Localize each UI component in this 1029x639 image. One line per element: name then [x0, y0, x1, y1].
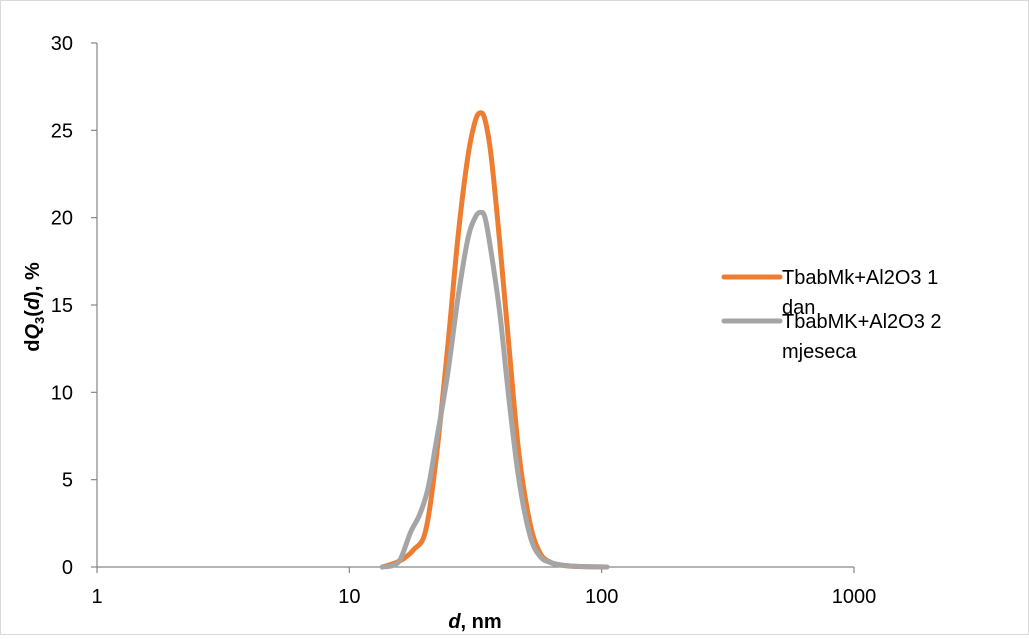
legend-label-1: TbabMk+Al2O3 1 dan [782, 267, 938, 319]
y-tick-labels: 0 5 10 15 20 25 30 [51, 33, 73, 579]
y-axis-label: dQ3(d), % [22, 262, 47, 352]
series-lines [379, 110, 610, 570]
y-tick-label: 25 [51, 120, 73, 142]
series-line-1 [379, 110, 610, 570]
x-tick-labels: 1 10 100 1000 [91, 586, 876, 608]
y-axis-label-close: ), % [22, 262, 44, 298]
y-tick-label: 10 [51, 382, 73, 404]
x-axis-label-var: d [448, 611, 461, 633]
y-axis-label-sub: 3 [32, 317, 47, 324]
series-line-2 [379, 209, 610, 570]
x-axis-label: d, nm [448, 611, 501, 633]
x-tick-label: 1000 [832, 586, 877, 608]
y-tick-label: 15 [51, 295, 73, 317]
y-axis-label-var: Q [22, 324, 44, 340]
x-axis-label-unit: , nm [461, 611, 502, 633]
x-tick-label: 1 [91, 586, 102, 608]
y-tick-label: 0 [62, 557, 73, 579]
y-tick-label: 20 [51, 208, 73, 230]
y-tick-label: 30 [51, 33, 73, 55]
legend-label-2: TbabMK+Al2O3 2 mjeseca [782, 311, 942, 363]
y-axis-label-open: ( [22, 310, 44, 317]
y-tick-label: 5 [62, 470, 73, 492]
x-tick-label: 10 [338, 586, 360, 608]
y-axis-label-arg: d [22, 297, 44, 310]
y-axis-label-prefix: d [22, 340, 44, 352]
x-tick-label: 100 [585, 586, 618, 608]
axes [91, 42, 855, 573]
